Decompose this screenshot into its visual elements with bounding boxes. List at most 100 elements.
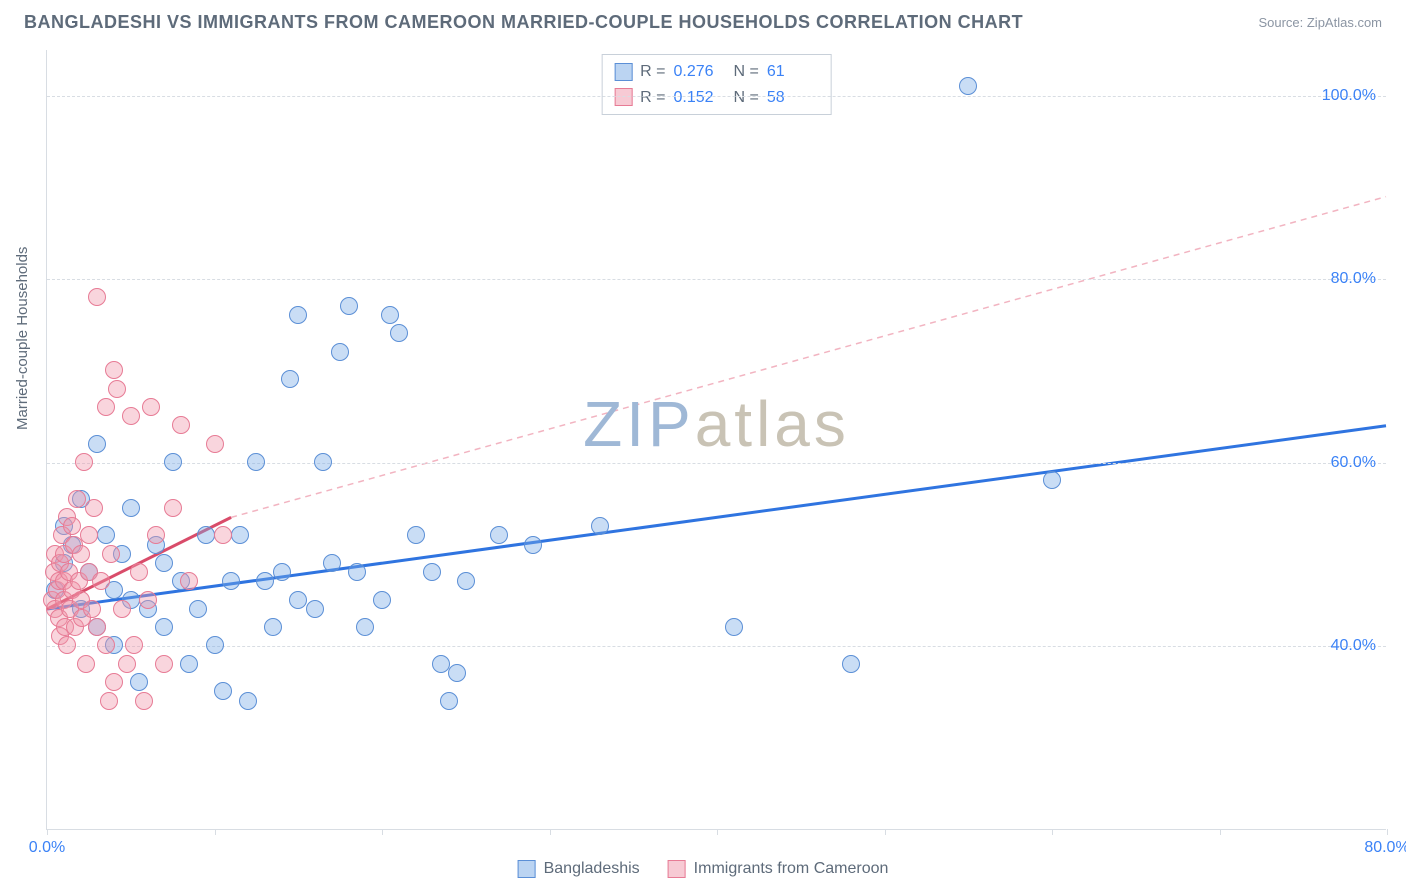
data-point bbox=[264, 618, 282, 636]
legend-label: Bangladeshis bbox=[544, 860, 640, 878]
data-point bbox=[524, 536, 542, 554]
swatch-blue bbox=[614, 63, 632, 81]
correlation-legend: R = 0.276 N = 61 R = 0.152 N = 58 bbox=[601, 54, 832, 115]
x-tick bbox=[47, 829, 48, 835]
data-point bbox=[323, 554, 341, 572]
data-point bbox=[959, 77, 977, 95]
data-point bbox=[88, 435, 106, 453]
data-point bbox=[139, 591, 157, 609]
data-point bbox=[122, 499, 140, 517]
data-point bbox=[306, 600, 324, 618]
data-point bbox=[108, 380, 126, 398]
x-tick-label: 0.0% bbox=[29, 839, 65, 857]
legend-row: R = 0.276 N = 61 bbox=[614, 59, 819, 85]
series-legend: Bangladeshis Immigrants from Cameroon bbox=[518, 860, 889, 878]
data-point bbox=[206, 435, 224, 453]
data-point bbox=[97, 636, 115, 654]
data-point bbox=[105, 361, 123, 379]
gridline-h bbox=[47, 646, 1386, 647]
data-point bbox=[142, 398, 160, 416]
data-point bbox=[92, 572, 110, 590]
source-attribution: Source: ZipAtlas.com bbox=[1258, 15, 1382, 30]
data-point bbox=[390, 324, 408, 342]
data-point bbox=[189, 600, 207, 618]
legend-label: Immigrants from Cameroon bbox=[694, 860, 889, 878]
trend-line bbox=[47, 426, 1386, 609]
data-point bbox=[214, 682, 232, 700]
data-point bbox=[97, 526, 115, 544]
data-point bbox=[231, 526, 249, 544]
data-point bbox=[72, 545, 90, 563]
data-point bbox=[256, 572, 274, 590]
data-point bbox=[180, 655, 198, 673]
data-point bbox=[58, 636, 76, 654]
data-point bbox=[118, 655, 136, 673]
n-value: 58 bbox=[767, 85, 819, 111]
data-point bbox=[440, 692, 458, 710]
swatch-pink bbox=[668, 860, 686, 878]
data-point bbox=[432, 655, 450, 673]
x-tick bbox=[215, 829, 216, 835]
data-point bbox=[314, 453, 332, 471]
data-point bbox=[273, 563, 291, 581]
data-point bbox=[130, 673, 148, 691]
data-point bbox=[407, 526, 425, 544]
data-point bbox=[102, 545, 120, 563]
data-point bbox=[490, 526, 508, 544]
data-point bbox=[100, 692, 118, 710]
data-point bbox=[180, 572, 198, 590]
data-point bbox=[423, 563, 441, 581]
trend-lines bbox=[47, 50, 1386, 829]
data-point bbox=[63, 517, 81, 535]
data-point bbox=[281, 370, 299, 388]
data-point bbox=[206, 636, 224, 654]
data-point bbox=[348, 563, 366, 581]
scatter-plot: ZIPatlas R = 0.276 N = 61 R = 0.152 N = … bbox=[46, 50, 1386, 830]
y-tick-label: 60.0% bbox=[1331, 454, 1376, 472]
data-point bbox=[125, 636, 143, 654]
r-label: R = bbox=[640, 85, 665, 111]
data-point bbox=[77, 655, 95, 673]
legend-item: Bangladeshis bbox=[518, 860, 640, 878]
x-tick bbox=[550, 829, 551, 835]
data-point bbox=[197, 526, 215, 544]
y-tick-label: 100.0% bbox=[1322, 87, 1376, 105]
data-point bbox=[448, 664, 466, 682]
data-point bbox=[591, 517, 609, 535]
gridline-h bbox=[47, 279, 1386, 280]
data-point bbox=[155, 655, 173, 673]
data-point bbox=[214, 526, 232, 544]
x-tick bbox=[1052, 829, 1053, 835]
data-point bbox=[83, 600, 101, 618]
data-point bbox=[122, 407, 140, 425]
data-point bbox=[289, 591, 307, 609]
data-point bbox=[725, 618, 743, 636]
trend-line bbox=[231, 197, 1386, 518]
x-tick-label: 80.0% bbox=[1364, 839, 1406, 857]
r-label: R = bbox=[640, 59, 665, 85]
x-tick bbox=[1220, 829, 1221, 835]
swatch-blue bbox=[518, 860, 536, 878]
data-point bbox=[130, 563, 148, 581]
data-point bbox=[155, 554, 173, 572]
r-value: 0.276 bbox=[674, 59, 726, 85]
data-point bbox=[172, 416, 190, 434]
y-tick-label: 80.0% bbox=[1331, 270, 1376, 288]
data-point bbox=[88, 618, 106, 636]
data-point bbox=[164, 453, 182, 471]
x-tick bbox=[717, 829, 718, 835]
data-point bbox=[340, 297, 358, 315]
data-point bbox=[147, 526, 165, 544]
data-point bbox=[80, 526, 98, 544]
data-point bbox=[88, 288, 106, 306]
data-point bbox=[1043, 471, 1061, 489]
data-point bbox=[68, 490, 86, 508]
n-value: 61 bbox=[767, 59, 819, 85]
data-point bbox=[289, 306, 307, 324]
legend-row: R = 0.152 N = 58 bbox=[614, 85, 819, 111]
x-tick bbox=[1387, 829, 1388, 835]
data-point bbox=[164, 499, 182, 517]
x-tick bbox=[885, 829, 886, 835]
data-point bbox=[239, 692, 257, 710]
data-point bbox=[247, 453, 265, 471]
